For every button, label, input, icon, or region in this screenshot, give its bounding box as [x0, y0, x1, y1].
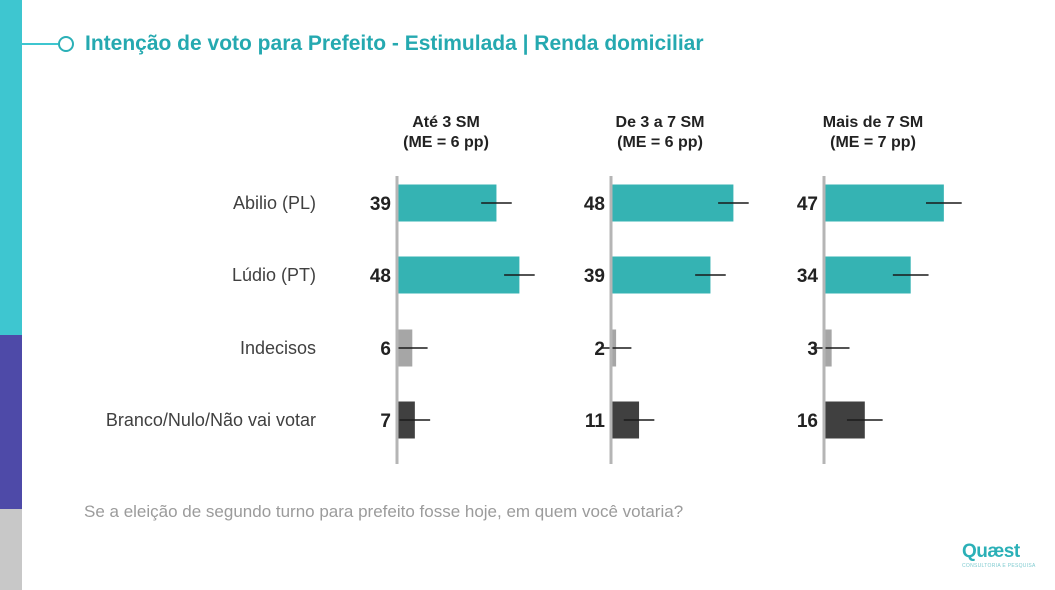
- left-accent-strip-gray: [0, 509, 22, 590]
- value-label: 47: [797, 194, 818, 215]
- panel-header-title: Até 3 SM: [412, 114, 480, 131]
- value-label: 3: [807, 339, 818, 360]
- value-label: 7: [380, 411, 391, 432]
- value-label: 6: [380, 339, 391, 360]
- panel-header-title: De 3 a 7 SM: [616, 114, 705, 131]
- value-label: 11: [585, 411, 606, 432]
- left-accent-strip-teal: [0, 0, 22, 335]
- value-label: 48: [370, 266, 391, 287]
- value-label: 16: [797, 411, 818, 432]
- value-label: 34: [797, 266, 819, 287]
- quaest-logo: Quæst CONSULTORIA E PESQUISA: [962, 541, 1042, 571]
- value-label: 48: [584, 194, 605, 215]
- page-title: Intenção de voto para Prefeito - Estimul…: [85, 32, 704, 55]
- survey-question: Se a eleição de segundo turno para prefe…: [84, 502, 684, 521]
- category-label: Abilio (PL): [233, 193, 316, 213]
- value-label: 2: [594, 339, 605, 360]
- bar: [397, 256, 520, 294]
- category-label: Lúdio (PT): [232, 265, 316, 285]
- title-connector-line: [22, 43, 58, 45]
- bar: [397, 184, 497, 222]
- category-label: Branco/Nulo/Não vai votar: [106, 410, 316, 430]
- category-label: Indecisos: [240, 338, 316, 358]
- logo-tagline: CONSULTORIA E PESQUISA: [962, 563, 1036, 569]
- bar: [611, 256, 711, 294]
- panel-header-margin: (ME = 6 pp): [617, 134, 703, 151]
- panel-header-margin: (ME = 6 pp): [403, 134, 489, 151]
- bar: [611, 184, 734, 222]
- panel-header-title: Mais de 7 SM: [823, 114, 923, 131]
- value-label: 39: [370, 194, 391, 215]
- panel-header-margin: (ME = 7 pp): [830, 134, 916, 151]
- bar: [824, 184, 944, 222]
- value-label: 39: [584, 266, 605, 287]
- title-bullet-circle: [58, 36, 74, 52]
- logo-wordmark: Quæst: [962, 541, 1020, 562]
- left-accent-strip-purple: [0, 335, 22, 509]
